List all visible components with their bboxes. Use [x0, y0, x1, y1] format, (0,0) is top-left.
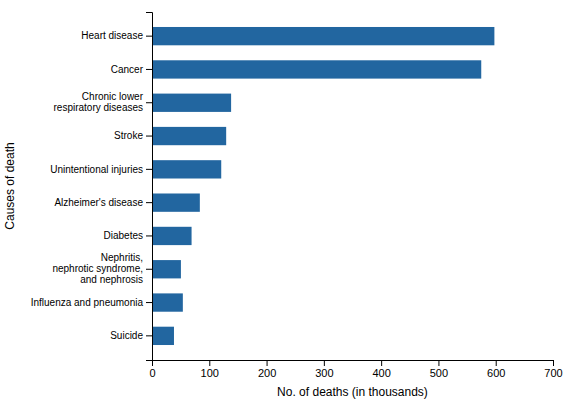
x-tick-mark — [267, 360, 268, 366]
x-tick-label: 200 — [258, 367, 276, 379]
x-tick: 600 — [487, 360, 505, 379]
y-tick-label: Stroke — [114, 130, 143, 141]
bar — [152, 327, 174, 345]
y-tick-mark — [146, 269, 152, 270]
y-tick: Chronic lowerrespiratory diseases — [54, 91, 152, 113]
chart-container: 0 100 200 300 400 500 600 700 Suicide Influenza a… — [0, 0, 575, 404]
y-tick-mark — [146, 302, 152, 303]
y-tick: Unintentional injuries — [50, 164, 152, 175]
x-tick: 400 — [372, 360, 390, 379]
x-tick-mark — [496, 360, 497, 366]
x-tick-mark — [324, 360, 325, 366]
y-tick-label: Alzheimer's disease — [54, 197, 143, 208]
x-axis-title: No. of deaths (in thousands) — [277, 385, 428, 399]
plot-area: 0 100 200 300 400 500 600 700 Suicide Influenza a… — [31, 13, 563, 379]
x-tick-label: 500 — [430, 367, 448, 379]
y-tick-mark — [146, 36, 152, 37]
x-tick-mark — [553, 360, 554, 366]
x-tick: 0 — [149, 360, 155, 379]
y-tick-mark — [146, 235, 152, 236]
y-tick: Alzheimer's disease — [54, 197, 152, 208]
x-tick: 300 — [315, 360, 333, 379]
x-tick: 200 — [258, 360, 276, 379]
bar — [152, 60, 481, 78]
y-tick: Cancer — [111, 64, 152, 75]
bars — [152, 27, 494, 345]
x-tick-label: 400 — [372, 367, 390, 379]
y-tick-label: Influenza and pneumonia — [31, 297, 144, 308]
bar — [152, 260, 181, 278]
y-tick-label: Heart disease — [81, 30, 143, 41]
y-tick: Nephritis,nephrotic syndrome,and nephros… — [52, 252, 152, 285]
bar — [152, 127, 226, 145]
bar — [152, 94, 231, 112]
x-axis-line — [153, 361, 554, 367]
y-tick-label: Cancer — [111, 64, 144, 75]
bar — [152, 293, 183, 311]
x-tick-label: 600 — [487, 367, 505, 379]
x-tick-mark — [209, 360, 210, 366]
y-axis: Suicide Influenza and pneumonia Nephritis,… — [31, 13, 153, 361]
y-tick: Suicide — [110, 330, 152, 341]
x-axis: 0 100 200 300 400 500 600 700 — [149, 360, 562, 379]
y-tick: Influenza and pneumonia — [31, 297, 152, 308]
chart-svg: 0 100 200 300 400 500 600 700 Suicide Influenza a… — [0, 0, 575, 404]
bar — [152, 160, 221, 178]
y-tick-mark — [146, 69, 152, 70]
y-tick-label: Unintentional injuries — [50, 164, 143, 175]
y-axis-line — [146, 13, 153, 361]
y-axis-title: Causes of death — [3, 142, 17, 229]
y-tick: Stroke — [114, 130, 152, 141]
y-tick-label: Diabetes — [104, 230, 143, 241]
y-tick-mark — [146, 169, 152, 170]
bar — [152, 193, 200, 211]
x-tick-label: 0 — [149, 367, 155, 379]
y-tick-mark — [146, 102, 152, 103]
y-tick-label: Suicide — [110, 330, 143, 341]
y-tick: Diabetes — [104, 230, 152, 241]
x-tick-mark — [381, 360, 382, 366]
x-tick-label: 300 — [315, 367, 333, 379]
x-tick-label: 100 — [201, 367, 219, 379]
y-tick-label: Nephritis,nephrotic syndrome,and nephros… — [52, 252, 143, 285]
y-tick-label: Chronic lowerrespiratory diseases — [54, 91, 144, 113]
x-tick: 700 — [544, 360, 562, 379]
bar — [152, 27, 494, 45]
x-tick: 100 — [201, 360, 219, 379]
y-tick-mark — [146, 335, 152, 336]
y-tick: Heart disease — [81, 30, 152, 41]
y-tick-mark — [146, 136, 152, 137]
bar — [152, 227, 192, 245]
x-tick-label: 700 — [544, 367, 562, 379]
y-tick-mark — [146, 202, 152, 203]
x-tick: 500 — [430, 360, 448, 379]
x-tick-mark — [438, 360, 439, 366]
